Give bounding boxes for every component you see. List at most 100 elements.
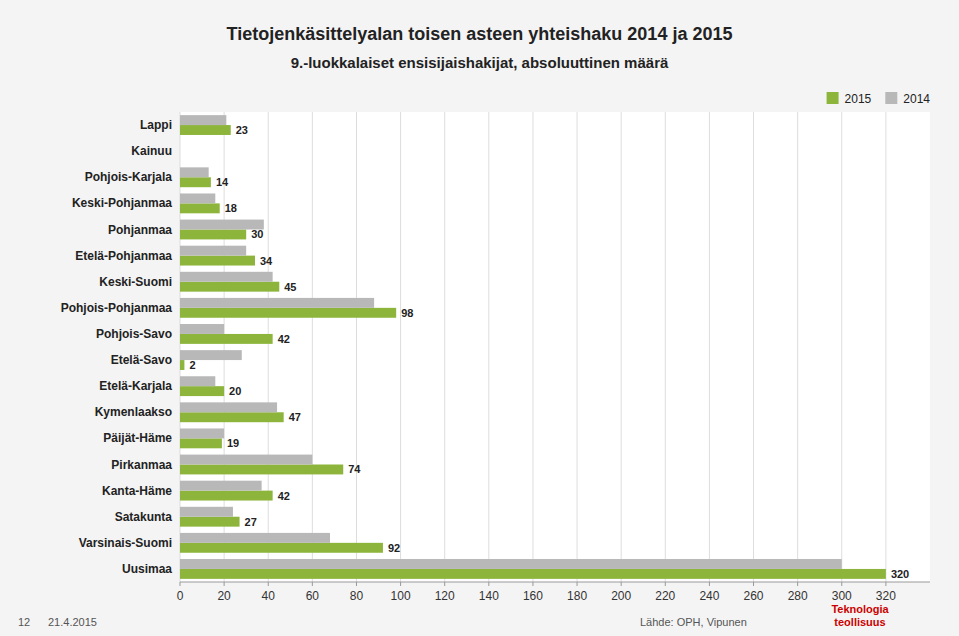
grid-line (444, 112, 445, 582)
bar (180, 481, 262, 491)
bar (180, 465, 343, 475)
data-label: 14 (216, 176, 229, 188)
legend: 2014 2015 (827, 92, 931, 106)
bar (180, 428, 224, 438)
x-tick-label: 300 (832, 589, 852, 603)
data-label: 18 (225, 202, 237, 214)
bar (180, 334, 273, 344)
bar (180, 533, 330, 543)
grid-line (356, 112, 357, 582)
legend-swatch (885, 92, 897, 104)
data-labels: 2314183034459842220471974422792320 (189, 124, 909, 580)
bar (180, 141, 181, 151)
y-tick-label: Kainuu (131, 144, 172, 158)
tick-mark (621, 582, 622, 586)
data-label: 74 (348, 463, 361, 475)
y-tick-label: Päijät-Häme (103, 431, 172, 445)
bar (180, 193, 215, 203)
bar (180, 438, 222, 448)
grid (180, 112, 886, 582)
tick-mark (312, 582, 313, 586)
bar (180, 298, 374, 308)
footer-brand-line: teollisuus (834, 616, 885, 628)
footer-date: 21.4.2015 (48, 616, 97, 628)
x-tick-label: 140 (479, 589, 499, 603)
tick-mark (841, 582, 842, 586)
bar (180, 517, 240, 527)
bar (180, 412, 284, 422)
y-tick-label: Etelä-Savo (111, 353, 172, 367)
x-tick-label: 0 (177, 589, 184, 603)
y-tick-label: Pohjois-Karjala (85, 170, 173, 184)
x-tick-label: 180 (567, 589, 587, 603)
bar (180, 491, 273, 501)
y-tick-label: Pohjois-Pohjanmaa (61, 301, 173, 315)
x-tick-label: 20 (217, 589, 231, 603)
tick-mark (444, 582, 445, 586)
data-label: 19 (227, 437, 239, 449)
data-label: 30 (251, 228, 263, 240)
bar (180, 203, 220, 213)
data-label: 27 (245, 516, 257, 528)
tick-mark (532, 582, 533, 586)
x-tick-label: 200 (611, 589, 631, 603)
legend-label: 2015 (845, 92, 872, 106)
bar (180, 569, 886, 579)
bar (180, 360, 184, 370)
title: Tietojenkäsittelyalan toisen asteen yhte… (227, 24, 733, 44)
tick-mark (400, 582, 401, 586)
legend-label: 2014 (903, 92, 930, 106)
tick-mark (797, 582, 798, 586)
grid-line (885, 112, 886, 582)
data-label: 320 (891, 568, 909, 580)
footer-source: Lähde: OPH, Vipunen (640, 616, 747, 628)
bar (180, 167, 209, 177)
bar (180, 282, 279, 292)
grid-line (488, 112, 489, 582)
tick-mark (180, 582, 181, 586)
bar (180, 386, 224, 396)
bar (180, 256, 255, 266)
bar (180, 246, 246, 256)
tick-mark (577, 582, 578, 586)
y-tick-label: Keski-Suomi (99, 275, 172, 289)
x-tick-label: 120 (435, 589, 455, 603)
x-tick-label: 80 (350, 589, 364, 603)
grid-line (577, 112, 578, 582)
data-label: 34 (260, 255, 273, 267)
bars (180, 115, 886, 579)
bar (180, 543, 383, 553)
y-tick-label: Keski-Pohjanmaa (72, 196, 172, 210)
data-label: 92 (388, 542, 400, 554)
legend-swatch (827, 92, 839, 104)
x-tick-label: 240 (699, 589, 719, 603)
footer-number: 12 (18, 616, 30, 628)
y-tick-label: Pohjois-Savo (96, 327, 172, 341)
data-label: 47 (289, 411, 301, 423)
data-label: 98 (401, 307, 413, 319)
x-tick-label: 160 (523, 589, 543, 603)
data-label: 45 (284, 281, 296, 293)
y-tick-label: Kanta-Häme (102, 484, 172, 498)
grid-line (268, 112, 269, 582)
bar (180, 559, 842, 569)
chart: Tietojenkäsittelyalan toisen asteen yhte… (0, 0, 959, 636)
tick-mark (224, 582, 225, 586)
data-label: 20 (229, 385, 241, 397)
grid-line (532, 112, 533, 582)
y-tick-label: Satakunta (115, 510, 173, 524)
bar (180, 308, 396, 318)
grid-line (312, 112, 313, 582)
bar (180, 402, 277, 412)
x-axis-line (180, 582, 930, 583)
grid-line (709, 112, 710, 582)
data-label: 2 (189, 359, 195, 371)
bar (180, 272, 273, 282)
tick-mark (885, 582, 886, 586)
x-tick-label: 220 (655, 589, 675, 603)
tick-mark (709, 582, 710, 586)
bar (180, 151, 181, 161)
y-tick-label: Pohjanmaa (108, 223, 172, 237)
bar (180, 177, 211, 187)
y-tick-label: Etelä-Karjala (99, 379, 172, 393)
